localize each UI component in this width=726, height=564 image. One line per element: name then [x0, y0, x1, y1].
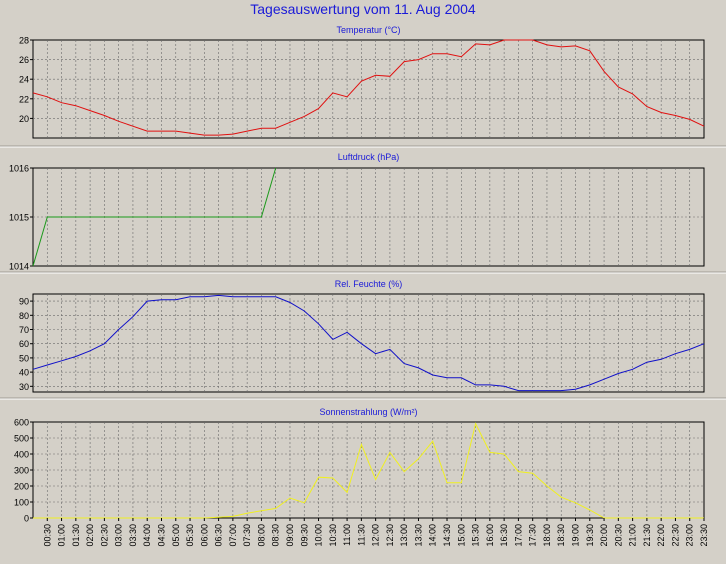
y-tick-label: 26 [19, 55, 29, 65]
y-tick-label: 24 [19, 75, 29, 85]
y-tick-label: 40 [19, 368, 29, 378]
x-tick-label: 11:00 [342, 524, 352, 546]
y-tick-label: 28 [19, 36, 29, 46]
x-tick-label: 15:00 [456, 524, 466, 547]
x-tick-label: 02:00 [85, 524, 95, 547]
x-tick-label: 01:30 [71, 524, 81, 547]
x-tick-label: 01:00 [57, 524, 67, 547]
plot-area [32, 293, 705, 393]
y-tick-label: 50 [19, 353, 29, 363]
x-tick-label: 15:30 [471, 524, 481, 547]
series-line [32, 167, 277, 267]
x-tick-label: 23:30 [699, 524, 709, 547]
x-tick-label: 12:00 [371, 524, 381, 547]
y-tick-label: 1015 [9, 213, 29, 223]
x-tick-label: 19:30 [585, 524, 595, 547]
x-tick-label: 21:30 [642, 524, 652, 547]
y-tick-label: 70 [19, 325, 29, 335]
page-title: Tagesauswertung vom 11. Aug 2004 [250, 1, 476, 17]
plot-area [32, 39, 705, 139]
x-tick-label: 10:00 [314, 524, 324, 547]
x-tick-label: 22:00 [656, 524, 666, 547]
x-tick-label: 17:30 [528, 524, 538, 547]
x-tick-label: 20:30 [613, 524, 623, 547]
x-tick-label: 03:30 [128, 524, 138, 547]
y-tick-label: 1014 [9, 262, 29, 272]
x-tick-label: 10:30 [328, 524, 338, 547]
x-tick-label: 02:30 [99, 524, 109, 547]
x-tick-label: 21:00 [628, 524, 638, 547]
x-tick-label: 14:00 [428, 524, 438, 547]
series-line [32, 294, 705, 392]
x-tick-label: 06:00 [199, 524, 209, 547]
x-tick-label: 09:30 [299, 524, 309, 547]
x-tick-label: 16:30 [499, 524, 509, 547]
chart-title: Sonnenstrahlung (W/m²) [319, 407, 417, 417]
x-tick-label: 03:00 [114, 524, 124, 547]
y-tick-label: 30 [19, 382, 29, 392]
x-tick-label: 04:00 [142, 524, 152, 547]
x-tick-label: 05:30 [185, 524, 195, 547]
y-tick-label: 90 [19, 297, 29, 307]
y-tick-label: 0 [24, 514, 29, 524]
series-line [33, 422, 704, 519]
x-tick-label: 18:00 [542, 524, 552, 547]
x-tick-label: 13:00 [399, 524, 409, 547]
y-tick-label: 1016 [9, 164, 29, 174]
x-tick-label: 17:00 [513, 524, 523, 547]
y-tick-label: 300 [14, 466, 29, 476]
x-tick-label: 18:30 [556, 524, 566, 547]
x-tick-label: 09:00 [285, 524, 295, 547]
x-tick-label: 06:30 [214, 524, 224, 547]
x-tick-label: 08:30 [271, 524, 281, 547]
y-tick-label: 22 [19, 94, 29, 104]
y-tick-label: 500 [14, 434, 29, 444]
x-tick-label: 07:30 [242, 524, 252, 547]
y-tick-label: 80 [19, 311, 29, 321]
y-tick-label: 600 [14, 418, 29, 428]
x-tick-label: 19:00 [571, 524, 581, 547]
x-tick-label: 13:30 [414, 524, 424, 547]
x-tick-label: 04:30 [157, 524, 167, 547]
x-tick-label: 00:30 [42, 524, 52, 547]
x-tick-label: 05:00 [171, 524, 181, 547]
series-line [32, 39, 705, 136]
chart-title: Luftdruck (hPa) [338, 152, 400, 162]
y-tick-label: 200 [14, 482, 29, 492]
x-tick-label: 07:00 [228, 524, 238, 547]
x-tick-label: 16:00 [485, 524, 495, 547]
chart-title: Temperatur (°C) [336, 25, 400, 35]
x-tick-label: 12:30 [385, 524, 395, 547]
y-tick-label: 100 [14, 498, 29, 508]
x-tick-label: 20:00 [599, 524, 609, 547]
x-tick-label: 11:30 [356, 524, 366, 546]
x-tick-label: 14:30 [442, 524, 452, 547]
plot-area [32, 421, 705, 519]
x-tick-label: 23:00 [685, 524, 695, 547]
y-tick-label: 60 [19, 339, 29, 349]
y-tick-label: 20 [19, 114, 29, 124]
x-tick-label: 22:30 [670, 524, 680, 547]
chart-title: Rel. Feuchte (%) [335, 279, 403, 289]
x-tick-label: 08:00 [256, 524, 266, 547]
y-tick-label: 400 [14, 450, 29, 460]
